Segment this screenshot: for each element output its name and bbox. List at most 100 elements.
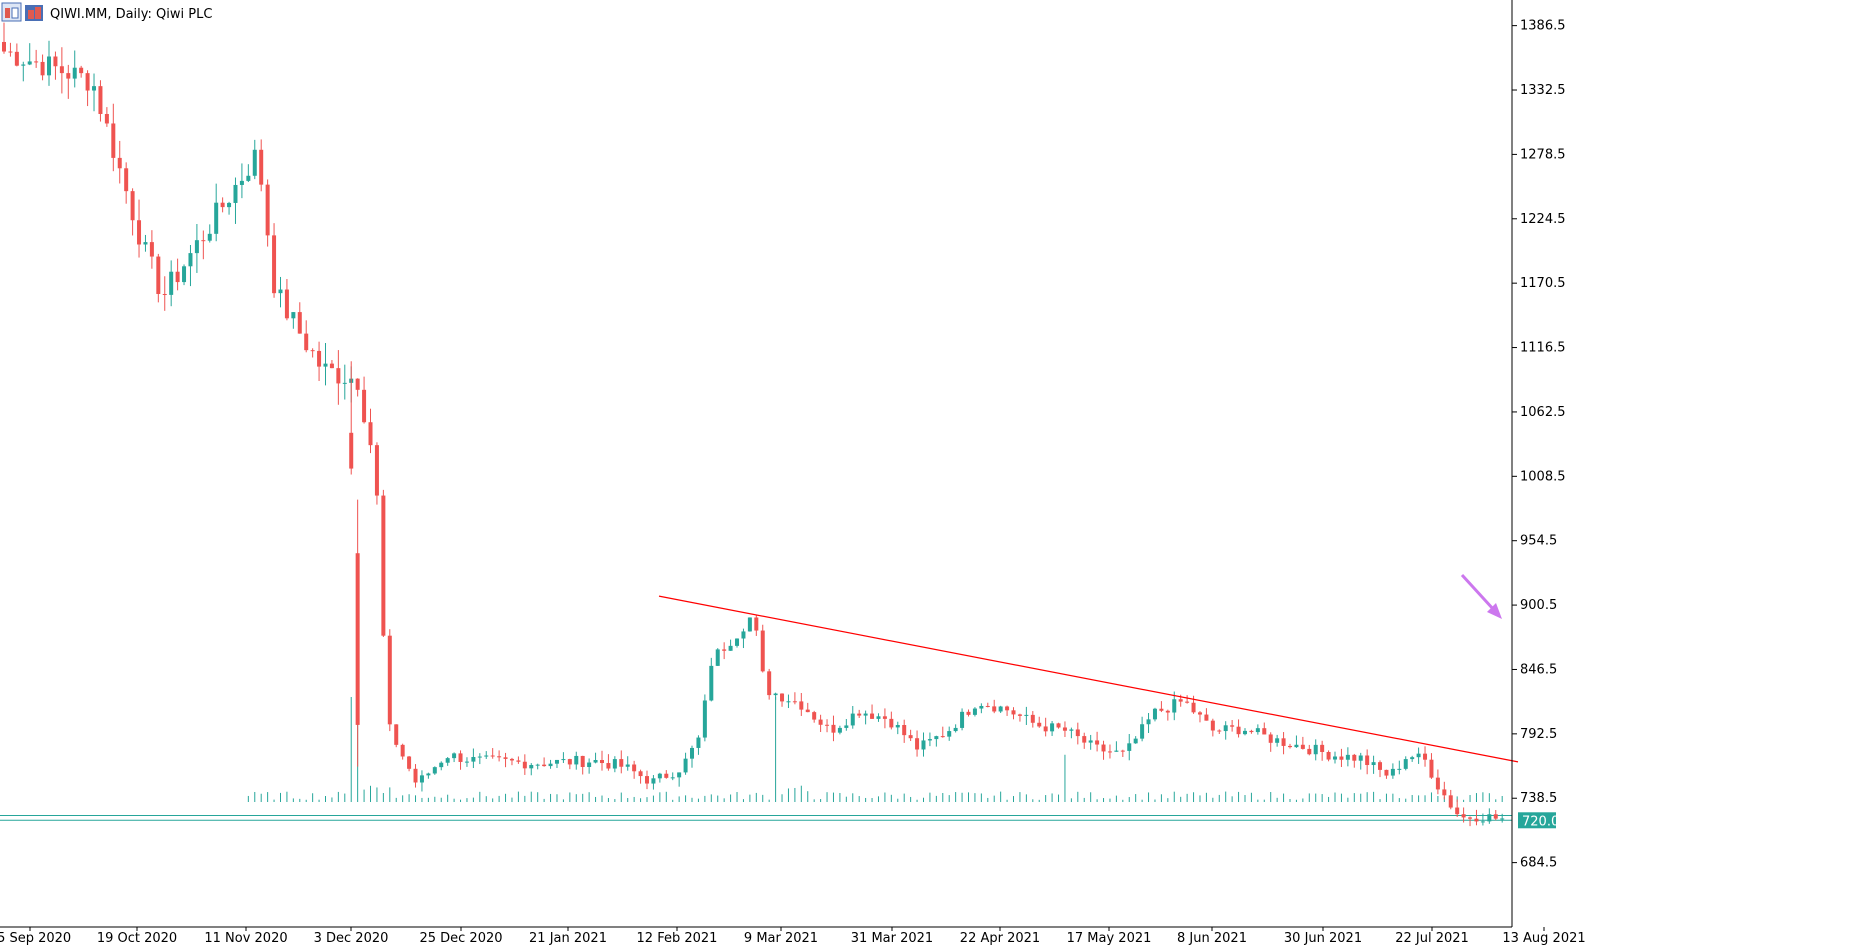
bear-candle [259, 149, 264, 185]
bull-candle [773, 693, 778, 696]
bear-candle [1159, 708, 1164, 711]
bear-candle [1455, 807, 1460, 815]
bear-candle [137, 220, 142, 245]
time-axis[interactable]: 25 Sep 2020 19 Oct 2020 11 Nov 2020 3 Dec 2… [0, 927, 1586, 945]
bear-candle [825, 724, 830, 726]
bear-candle [336, 368, 341, 384]
bull-candle [574, 755, 579, 765]
bear-candle [1262, 728, 1267, 735]
bull-candle [702, 700, 707, 738]
bull-candle [1114, 750, 1119, 752]
bear-candle [162, 293, 167, 295]
bull-candle [188, 253, 193, 267]
bear-candle [1268, 734, 1273, 743]
bear-candle [2, 41, 6, 52]
bear-candle [40, 61, 45, 76]
bull-candle [47, 56, 52, 76]
bull-candle [960, 711, 965, 728]
bear-candle [780, 693, 785, 702]
bull-candle [1152, 708, 1157, 720]
bear-candle [1217, 730, 1222, 732]
bear-candle [1326, 751, 1331, 760]
bull-candle [445, 758, 450, 763]
price-axis[interactable]: 1386.5 1332.5 1278.5 1224.5 1170.5 1116.5 1062… [1512, 19, 1566, 871]
bear-candle [1448, 795, 1453, 808]
bull-candle [182, 266, 187, 283]
bear-candle [490, 755, 495, 757]
bear-candle [1017, 714, 1022, 716]
x-tick-label: 8 Jun 2021 [1177, 931, 1247, 945]
window-layout-icon[interactable] [1, 2, 22, 22]
bear-candle [413, 768, 418, 783]
bear-candle [567, 759, 572, 765]
bear-candle [1339, 756, 1344, 760]
bull-candle [677, 772, 682, 778]
bull-candle [1172, 699, 1177, 713]
bull-candle [844, 725, 849, 728]
candles-layer [2, 22, 1505, 827]
bull-candle [998, 706, 1003, 712]
bull-candle [593, 760, 598, 763]
bull-candle [1487, 814, 1492, 822]
bear-candle [522, 761, 527, 769]
bull-candle [979, 705, 984, 709]
bull-candle [227, 202, 232, 208]
bear-candle [812, 712, 817, 720]
bull-candle [194, 240, 199, 254]
bear-candle [1468, 817, 1473, 819]
bull-candle [239, 180, 244, 185]
bear-candle [1378, 762, 1383, 770]
bull-candle [1480, 821, 1485, 823]
bear-candle [1493, 814, 1498, 819]
bear-candle [915, 738, 920, 750]
bear-candle [1307, 748, 1312, 755]
bear-candle [220, 202, 225, 208]
x-tick-label: 31 Mar 2021 [851, 931, 933, 945]
bull-candle [426, 773, 431, 776]
bear-candle [966, 711, 971, 715]
horizontal-lines-layer [0, 815, 1512, 821]
bull-candle [72, 67, 77, 79]
bear-candle [831, 724, 836, 733]
bull-candle [1371, 762, 1376, 766]
bull-candle [953, 727, 958, 732]
bull-candle [1345, 754, 1350, 760]
bull-candle [1024, 714, 1029, 716]
x-tick-label: 13 Aug 2021 [1502, 931, 1585, 945]
bear-candle [98, 86, 103, 114]
bull-candle [477, 756, 482, 758]
bear-candle [870, 713, 875, 719]
bear-candle [664, 773, 669, 778]
bull-candle [561, 759, 566, 761]
bull-candle [169, 271, 174, 295]
bull-candle [657, 773, 662, 779]
bear-candle [59, 66, 64, 74]
resistance-trendline[interactable] [658, 595, 1519, 763]
bear-candle [407, 756, 412, 769]
trendline-layer [658, 595, 1519, 763]
bear-candle [767, 671, 772, 696]
chart-properties-icon[interactable] [25, 5, 43, 21]
bear-candle [1101, 744, 1106, 752]
y-tick-label: 846.5 [1520, 662, 1557, 677]
bull-candle [548, 763, 553, 767]
bear-candle [329, 363, 334, 369]
bear-candle [53, 56, 58, 67]
bear-candle [1442, 789, 1447, 796]
bear-candle [149, 242, 154, 257]
bear-candle [1178, 699, 1183, 702]
bear-candle [124, 168, 129, 192]
bear-candle [349, 432, 354, 469]
bull-candle [947, 731, 952, 737]
bear-candle [34, 61, 39, 63]
bear-candle [1056, 723, 1061, 728]
bull-candle [432, 767, 437, 774]
bear-candle [317, 350, 322, 367]
bull-candle [464, 761, 469, 763]
bear-candle [1249, 730, 1254, 733]
bear-candle [1236, 726, 1241, 735]
y-tick-label: 1116.5 [1520, 341, 1566, 356]
bear-candle [497, 756, 502, 758]
